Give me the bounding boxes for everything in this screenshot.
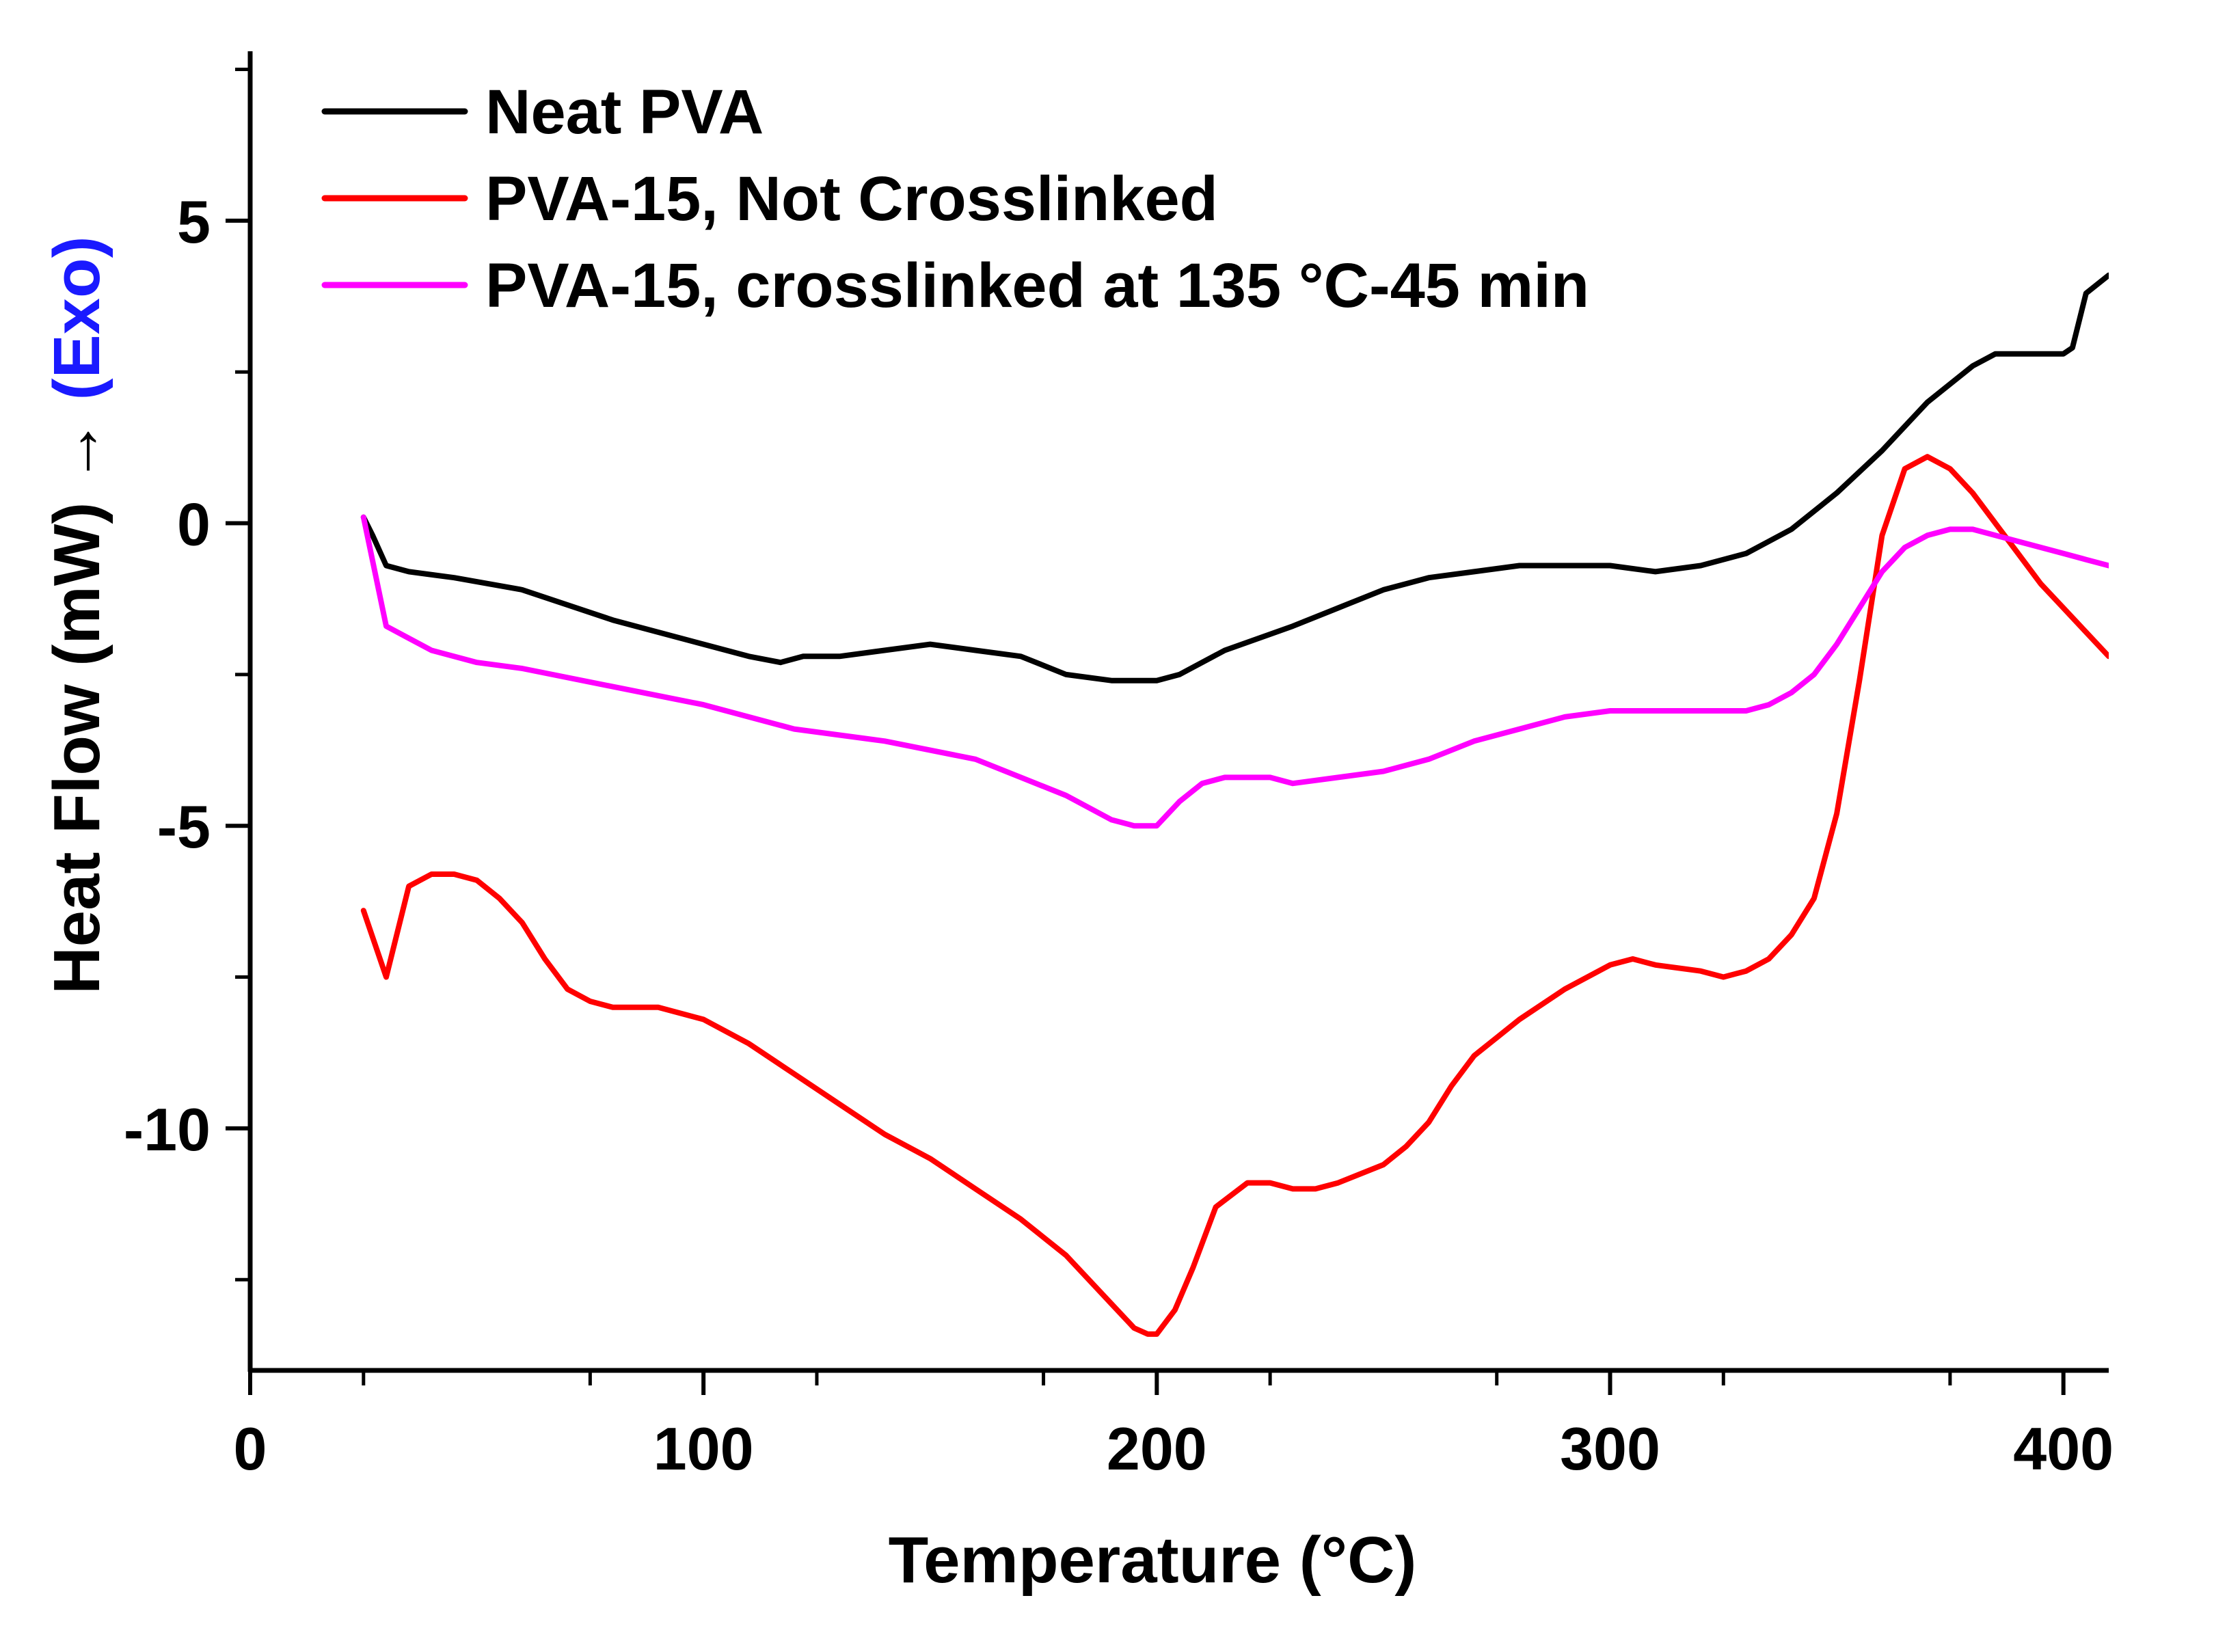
x-tick-label: 0: [234, 1415, 267, 1482]
x-tick-label: 400: [2013, 1415, 2114, 1482]
legend-label-2: PVA-15, Not Crosslinked: [485, 164, 1218, 234]
y-tick-label: 0: [177, 491, 211, 558]
axes: 0 100 200 300 400 5 0 -5 -10: [124, 51, 2114, 1482]
y-tick-label: -5: [157, 793, 211, 861]
series-line-1: [360, 272, 2109, 683]
x-tick-label: 100: [653, 1415, 754, 1482]
series-line-2: [360, 454, 2109, 1337]
x-tick-label: 300: [1560, 1415, 1660, 1482]
legend-label-3: PVA-15, crosslinked at 135 °C-45 min: [485, 251, 1589, 321]
x-tick-label: 200: [1107, 1415, 1207, 1482]
y-axis-title-exo: (Exo): [40, 236, 113, 400]
series-line-3: [360, 514, 2109, 829]
y-tick-label: -10: [124, 1096, 211, 1163]
plot-area: [360, 272, 2109, 1337]
legend-label-1: Neat PVA: [485, 77, 764, 147]
y-axis-title-main: Heat Flow (mW) →: [40, 400, 113, 994]
y-tick-label: 5: [177, 188, 211, 256]
y-axis-title: Heat Flow (mW) → (Exo): [40, 236, 113, 994]
legend: Neat PVA PVA-15, Not Crosslinked PVA-15, c…: [321, 77, 1589, 321]
x-axis-title: Temperature (°C): [889, 1524, 1417, 1597]
